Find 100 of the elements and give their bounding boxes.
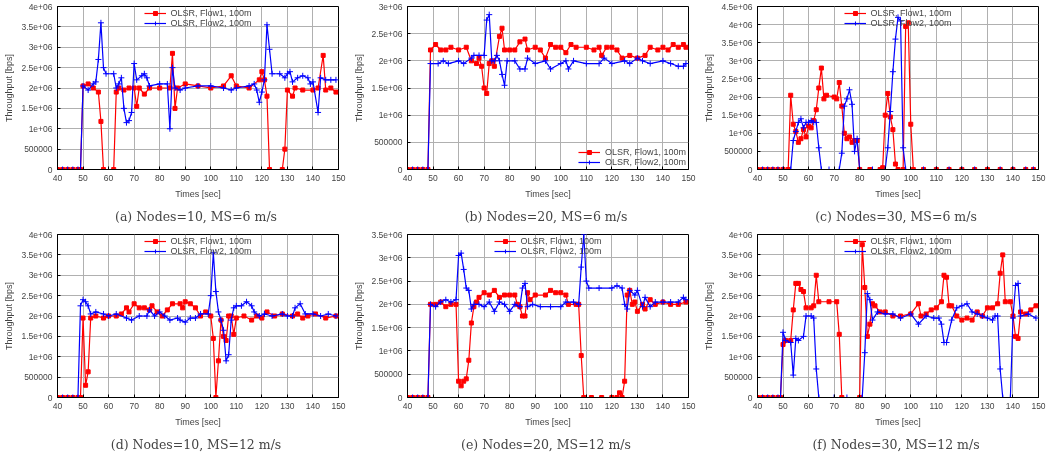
x-tick-label: 60	[103, 172, 114, 183]
legend-label: OLSR, Flow2, 100m	[604, 157, 686, 167]
y-tick-label: 1e+06	[728, 351, 753, 362]
y-tick-label: 500000	[724, 146, 753, 157]
y-tick-label: 3e+06	[378, 252, 403, 263]
x-tick-label: 80	[154, 172, 165, 183]
x-tick-label: 70	[129, 400, 140, 411]
legend-label: OLSR, Flow2, 100m	[170, 246, 252, 256]
y-tick-label: 4e+06	[728, 19, 753, 30]
x-tick-label: 60	[103, 400, 114, 411]
x-axis-title: Times [sec]	[875, 416, 921, 427]
x-tick-label: 140	[305, 400, 321, 411]
y-axis-title: Throughput [bps]	[3, 281, 14, 351]
y-tick-label: 1.5e+06	[371, 322, 403, 333]
x-tick-label: 150	[1031, 400, 1046, 411]
x-tick-label: 120	[254, 400, 270, 411]
y-tick-label: 4e+06	[728, 229, 753, 240]
x-tick-label: 50	[428, 172, 439, 183]
y-axis-title: Throughput [bps]	[353, 53, 364, 123]
y-tick-label: 0	[47, 164, 53, 175]
y-tick-label: 2.5e+06	[721, 290, 753, 301]
y-tick-label: 500000	[24, 372, 53, 383]
y-tick-label: 1.5e+06	[21, 331, 53, 342]
y-tick-label: 4.5e+06	[721, 1, 753, 12]
y-tick-label: 3.5e+06	[721, 249, 753, 260]
y-tick-label: 3.5e+06	[21, 249, 53, 260]
legend-label: OLSR, Flow1, 100m	[604, 147, 686, 157]
y-tick-label: 0	[47, 392, 53, 403]
y-tick-label: 0	[747, 164, 753, 175]
x-tick-label: 40	[52, 400, 63, 411]
x-tick-label: 50	[778, 400, 789, 411]
x-tick-label: 110	[579, 400, 594, 411]
legend-label: OLSR, Flow1, 100m	[870, 236, 952, 246]
y-tick-label: 2e+06	[728, 92, 753, 103]
y-tick-label: 1.5e+06	[21, 103, 53, 114]
x-tick-label: 100	[203, 172, 219, 183]
x-tick-label: 50	[778, 172, 789, 183]
x-tick-label: 130	[630, 172, 645, 183]
x-tick-label: 40	[402, 172, 413, 183]
x-tick-label: 40	[752, 172, 763, 183]
x-tick-label: 50	[428, 400, 439, 411]
x-tick-label: 80	[854, 172, 865, 183]
y-tick-label: 500000	[374, 369, 403, 380]
x-tick-label: 100	[553, 172, 569, 183]
x-tick-label: 120	[954, 400, 970, 411]
y-tick-label: 2e+06	[378, 55, 403, 66]
x-tick-label: 70	[479, 172, 490, 183]
x-tick-label: 140	[655, 172, 671, 183]
y-axis-title: Throughput [bps]	[703, 281, 714, 351]
y-tick-label: 2e+06	[28, 311, 53, 321]
y-tick-label: 500000	[724, 372, 753, 383]
x-axis-title: Times [sec]	[525, 188, 571, 199]
x-tick-label: 100	[553, 400, 569, 411]
y-tick-label: 1e+06	[378, 345, 403, 356]
legend-label: OLSR, Flow1, 100m	[870, 8, 952, 18]
x-tick-label: 140	[305, 172, 321, 183]
text: (b) Nodes=20, MS=6 m/s	[464, 208, 628, 224]
x-tick-label: 130	[280, 172, 295, 183]
y-tick-label: 1.5e+06	[721, 331, 753, 342]
y-tick-label: 3e+06	[378, 1, 403, 12]
y-tick-label: 3e+06	[728, 55, 753, 66]
x-tick-label: 50	[78, 172, 89, 183]
x-axis-title: Times [sec]	[875, 188, 921, 199]
x-tick-label: 140	[1005, 400, 1021, 411]
x-tick-label: 150	[1031, 172, 1046, 183]
y-tick-label: 0	[747, 392, 753, 403]
x-tick-label: 60	[453, 172, 464, 183]
y-tick-label: 0	[397, 392, 403, 403]
text: (e) Nodes=20, MS=12 m/s	[461, 436, 631, 452]
text: (f) Nodes=30, MS=12 m/s	[812, 436, 980, 452]
y-tick-label: 3.5e+06	[21, 21, 53, 32]
legend-label: OLSR, Flow1, 100m	[170, 8, 252, 18]
x-tick-label: 130	[280, 400, 295, 411]
y-tick-label: 4e+06	[28, 1, 53, 12]
x-tick-label: 150	[681, 400, 696, 411]
x-tick-label: 90	[180, 172, 191, 183]
x-tick-label: 40	[752, 400, 763, 411]
x-tick-label: 140	[1005, 172, 1021, 183]
y-axis-title: Throughput [bps]	[703, 53, 714, 123]
y-tick-label: 3.5e+06	[371, 229, 403, 240]
x-tick-label: 100	[903, 172, 919, 183]
text: (d) Nodes=10, MS=12 m/s	[110, 436, 282, 452]
y-tick-label: 2.5e+06	[721, 73, 753, 84]
x-tick-label: 40	[402, 400, 413, 411]
x-tick-label: 70	[829, 172, 840, 183]
legend-label: OLSR, Flow2, 100m	[170, 18, 252, 28]
y-axis-title: Throughput [bps]	[3, 53, 14, 123]
x-tick-label: 40	[52, 172, 63, 183]
x-tick-label: 130	[630, 400, 645, 411]
x-tick-label: 80	[854, 400, 865, 411]
y-tick-label: 2.5e+06	[21, 290, 53, 301]
x-tick-label: 150	[331, 400, 346, 411]
x-tick-label: 60	[453, 400, 464, 411]
y-tick-label: 4e+06	[28, 229, 53, 240]
x-tick-label: 110	[229, 172, 244, 183]
y-axis-title: Throughput [bps]	[353, 281, 364, 351]
y-tick-label: 1.5e+06	[371, 83, 403, 93]
x-tick-label: 60	[803, 400, 814, 411]
text: (a) Nodes=10, MS=6 m/s	[115, 208, 278, 224]
x-tick-label: 80	[504, 400, 515, 411]
